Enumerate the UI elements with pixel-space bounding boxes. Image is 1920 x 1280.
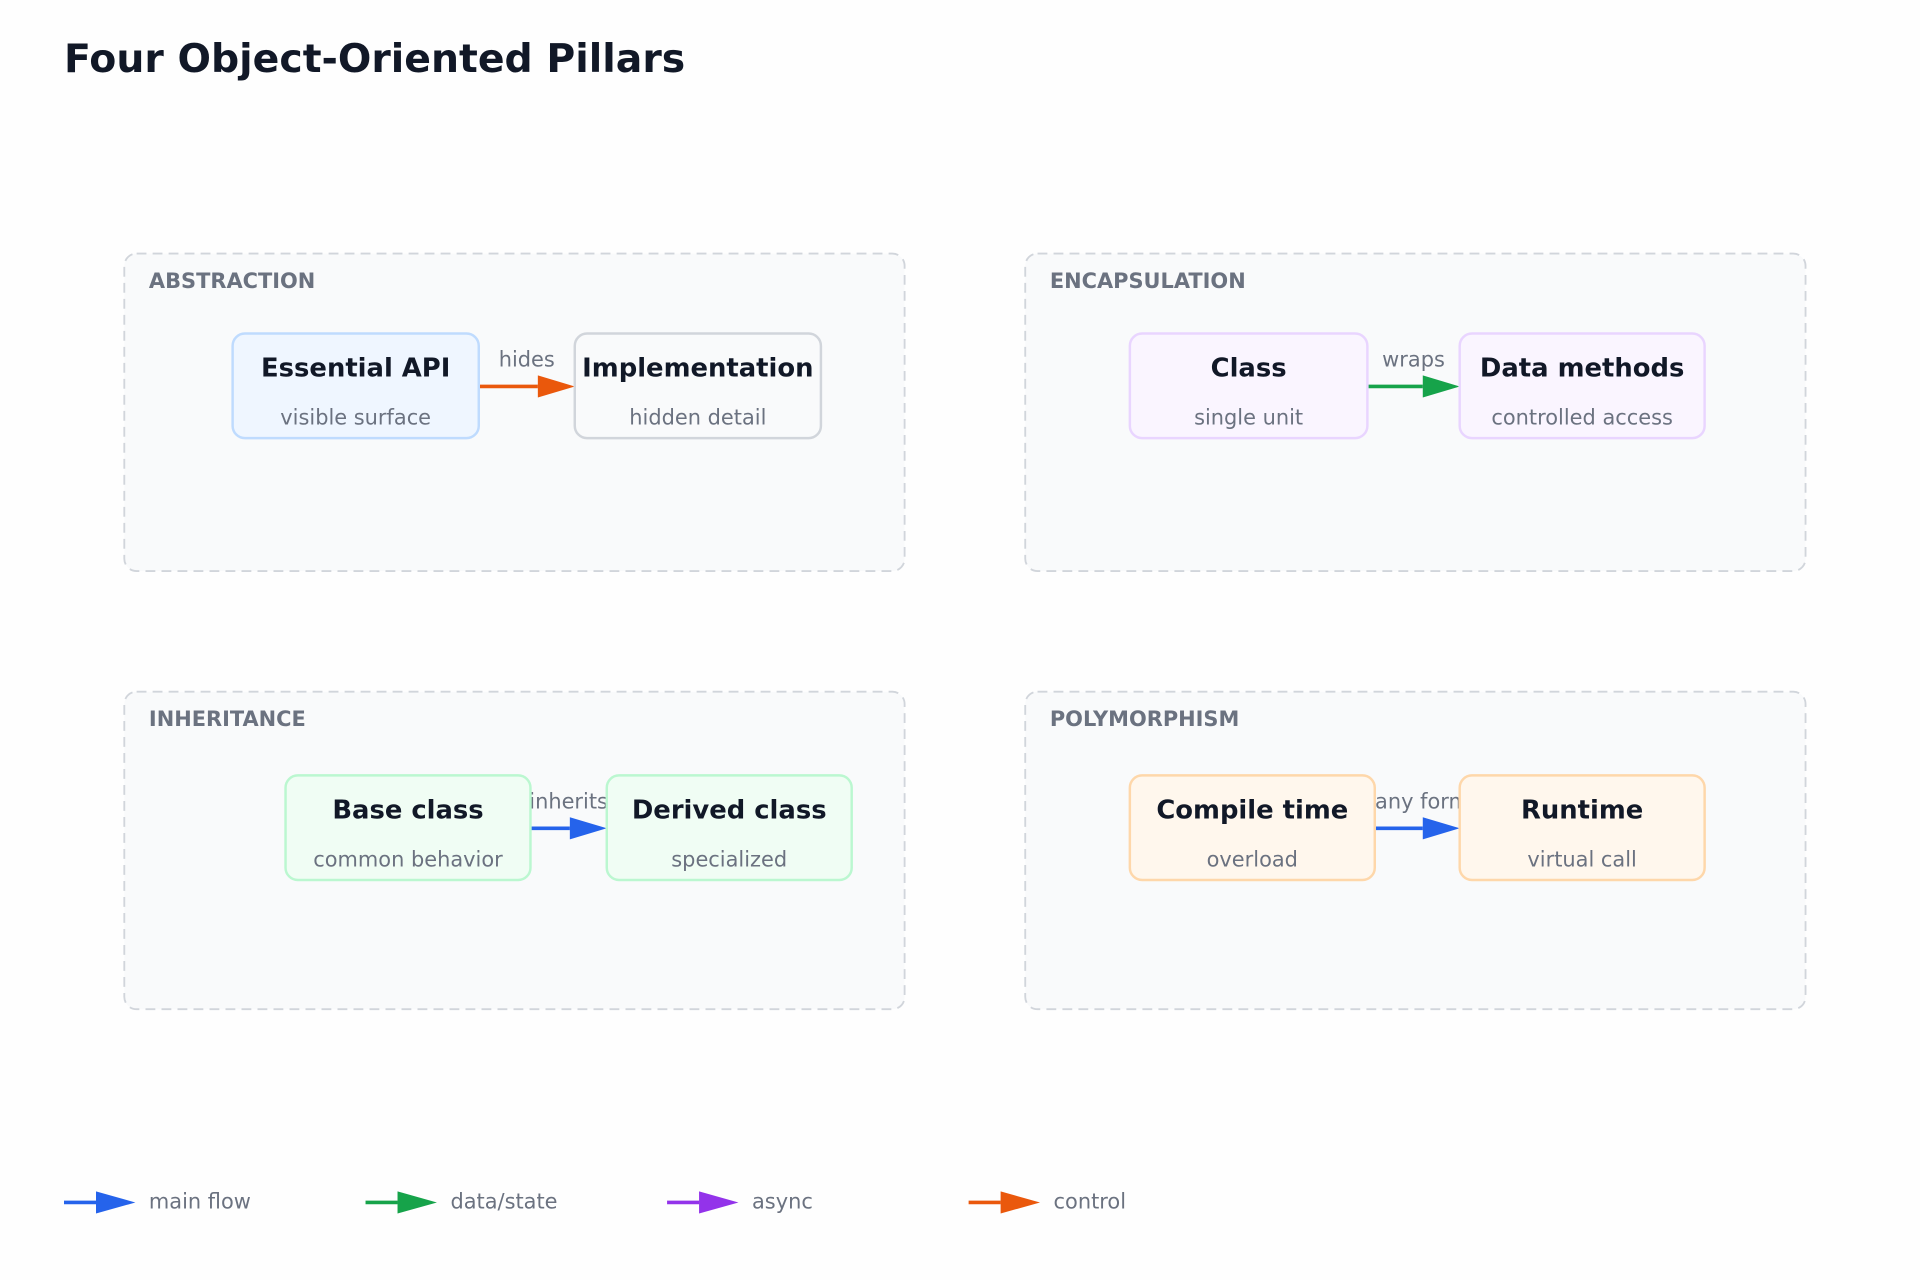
group-label: POLYMORPHISM [1050, 707, 1239, 731]
node-box [573, 332, 823, 440]
node-title: Class [1211, 354, 1287, 384]
arrow-head [537, 375, 575, 398]
node-box [1458, 774, 1706, 882]
arrow-head [96, 1191, 136, 1214]
group-box [1024, 690, 1807, 1011]
node-box [1128, 332, 1369, 440]
edge-label: inherits [529, 789, 608, 813]
arrow-head [1422, 817, 1460, 840]
legend-label: async [752, 1189, 813, 1213]
node-title: Derived class [632, 796, 827, 826]
node-title: Runtime [1521, 796, 1643, 826]
node-subtitle: virtual call [1527, 847, 1636, 871]
legend-label: data/state [450, 1189, 557, 1213]
node-title: Implementation [582, 354, 813, 384]
node-subtitle: controlled access [1491, 405, 1673, 429]
node-subtitle: overload [1207, 847, 1298, 871]
group-label: INHERITANCE [149, 707, 306, 731]
arrow-head [569, 817, 607, 840]
arrow-head [397, 1191, 437, 1214]
title: Four Object-Oriented Pillars [64, 36, 685, 82]
group-label: ABSTRACTION [149, 269, 315, 293]
edge-label: hides [499, 348, 555, 372]
legend-label: control [1054, 1189, 1126, 1213]
arrow-head [1422, 375, 1460, 398]
node-box [1458, 332, 1706, 440]
node-box [231, 332, 481, 440]
node-subtitle: specialized [671, 847, 787, 871]
arrow-head [699, 1191, 739, 1214]
node-box [1128, 774, 1376, 882]
legend-label: main flow [149, 1189, 251, 1213]
node-subtitle: hidden detail [629, 405, 766, 429]
node-subtitle: visible surface [280, 405, 431, 429]
node-subtitle: single unit [1194, 405, 1303, 429]
arrow-head [1000, 1191, 1040, 1214]
node-box [284, 774, 532, 882]
node-box [605, 774, 853, 882]
node-title: Data methods [1480, 354, 1684, 384]
group-label: ENCAPSULATION [1050, 269, 1246, 293]
node-title: Essential API [261, 354, 450, 384]
node-title: Base class [332, 796, 483, 826]
edge-label: wraps [1382, 348, 1445, 372]
node-subtitle: common behavior [313, 847, 503, 871]
node-title: Compile time [1156, 796, 1348, 826]
